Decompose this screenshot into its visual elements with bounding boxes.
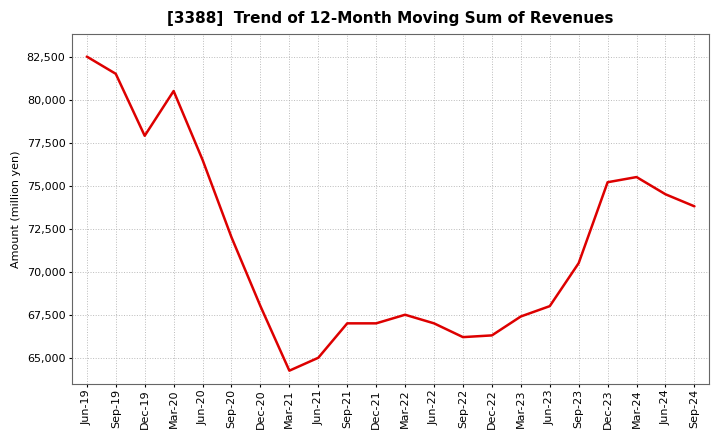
Title: [3388]  Trend of 12-Month Moving Sum of Revenues: [3388] Trend of 12-Month Moving Sum of R… [167, 11, 614, 26]
Y-axis label: Amount (million yen): Amount (million yen) [11, 150, 21, 268]
